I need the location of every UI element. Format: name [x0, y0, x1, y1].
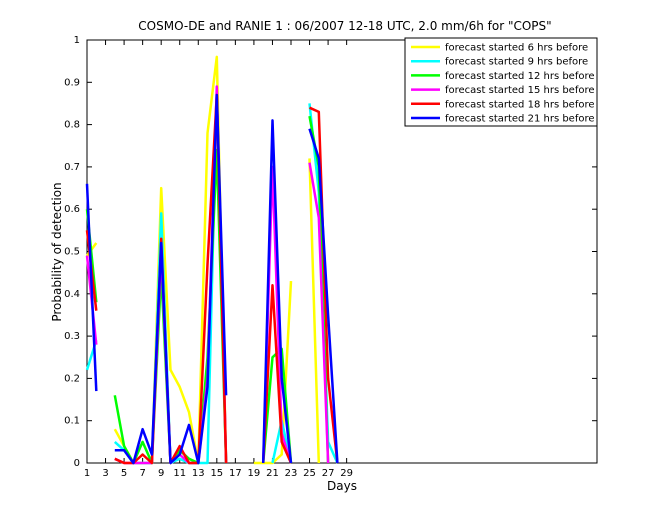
y-tick-label: 0.9 [64, 77, 80, 88]
x-tick-label: 7 [139, 468, 145, 479]
x-tick-label: 25 [303, 468, 316, 479]
y-axis-label: Probability of detection [50, 182, 64, 321]
y-tick-label: 0.2 [64, 373, 80, 384]
legend-label: forecast started 12 hrs before [445, 71, 595, 82]
legend-label: forecast started 15 hrs before [445, 85, 595, 96]
x-tick-label: 23 [285, 468, 298, 479]
series-line [114, 93, 228, 465]
y-tick-label: 0 [74, 458, 80, 469]
y-tick-label: 1 [74, 35, 80, 46]
x-tick-label: 29 [340, 468, 353, 479]
y-tick-label: 0.6 [64, 204, 80, 215]
series-line [85, 183, 98, 392]
x-tick-label: 15 [210, 468, 223, 479]
axis-ticks: 00.10.20.30.40.50.60.70.80.911 3 5 7 9 11 13 15… [64, 35, 597, 479]
y-tick-label: 0.5 [64, 247, 80, 258]
x-tick-label: 13 [192, 468, 205, 479]
legend-label: forecast started 9 hrs before [445, 57, 588, 68]
x-tick-label: 21 [266, 468, 279, 479]
legend-box [404, 37, 598, 127]
y-tick-label: 0.7 [64, 162, 80, 173]
series-lines [85, 55, 339, 465]
y-tick-label: 0.1 [64, 416, 80, 427]
legend-label: forecast started 6 hrs before [445, 43, 588, 54]
series-line [261, 119, 293, 464]
legend-label: forecast started 21 hrs before [445, 114, 595, 125]
legend: forecast started 6 hrs before forecast st… [404, 37, 598, 127]
x-tick-label: 27 [322, 468, 335, 479]
series-line [261, 284, 293, 464]
x-tick-label: 11 [173, 468, 186, 479]
x-axis-label: Days [327, 479, 357, 493]
y-tick-label: 0.8 [64, 120, 80, 131]
legend-label: forecast started 18 hrs before [445, 99, 595, 110]
x-tick-label: 9 [158, 468, 164, 479]
series-line [308, 158, 321, 464]
y-tick-label: 0.4 [64, 289, 80, 300]
x-tick-label: 5 [121, 468, 127, 479]
x-tick-label: 3 [102, 468, 108, 479]
series-line [308, 162, 330, 464]
x-tick-label: 1 [84, 468, 90, 479]
x-tick-label: 19 [248, 468, 261, 479]
x-tick-label: 17 [229, 468, 242, 479]
series-line [308, 128, 339, 464]
chart-title: COSMO-DE and RANIE 1 : 06/2007 12-18 UTC… [138, 19, 551, 33]
y-tick-label: 0.3 [64, 331, 80, 342]
